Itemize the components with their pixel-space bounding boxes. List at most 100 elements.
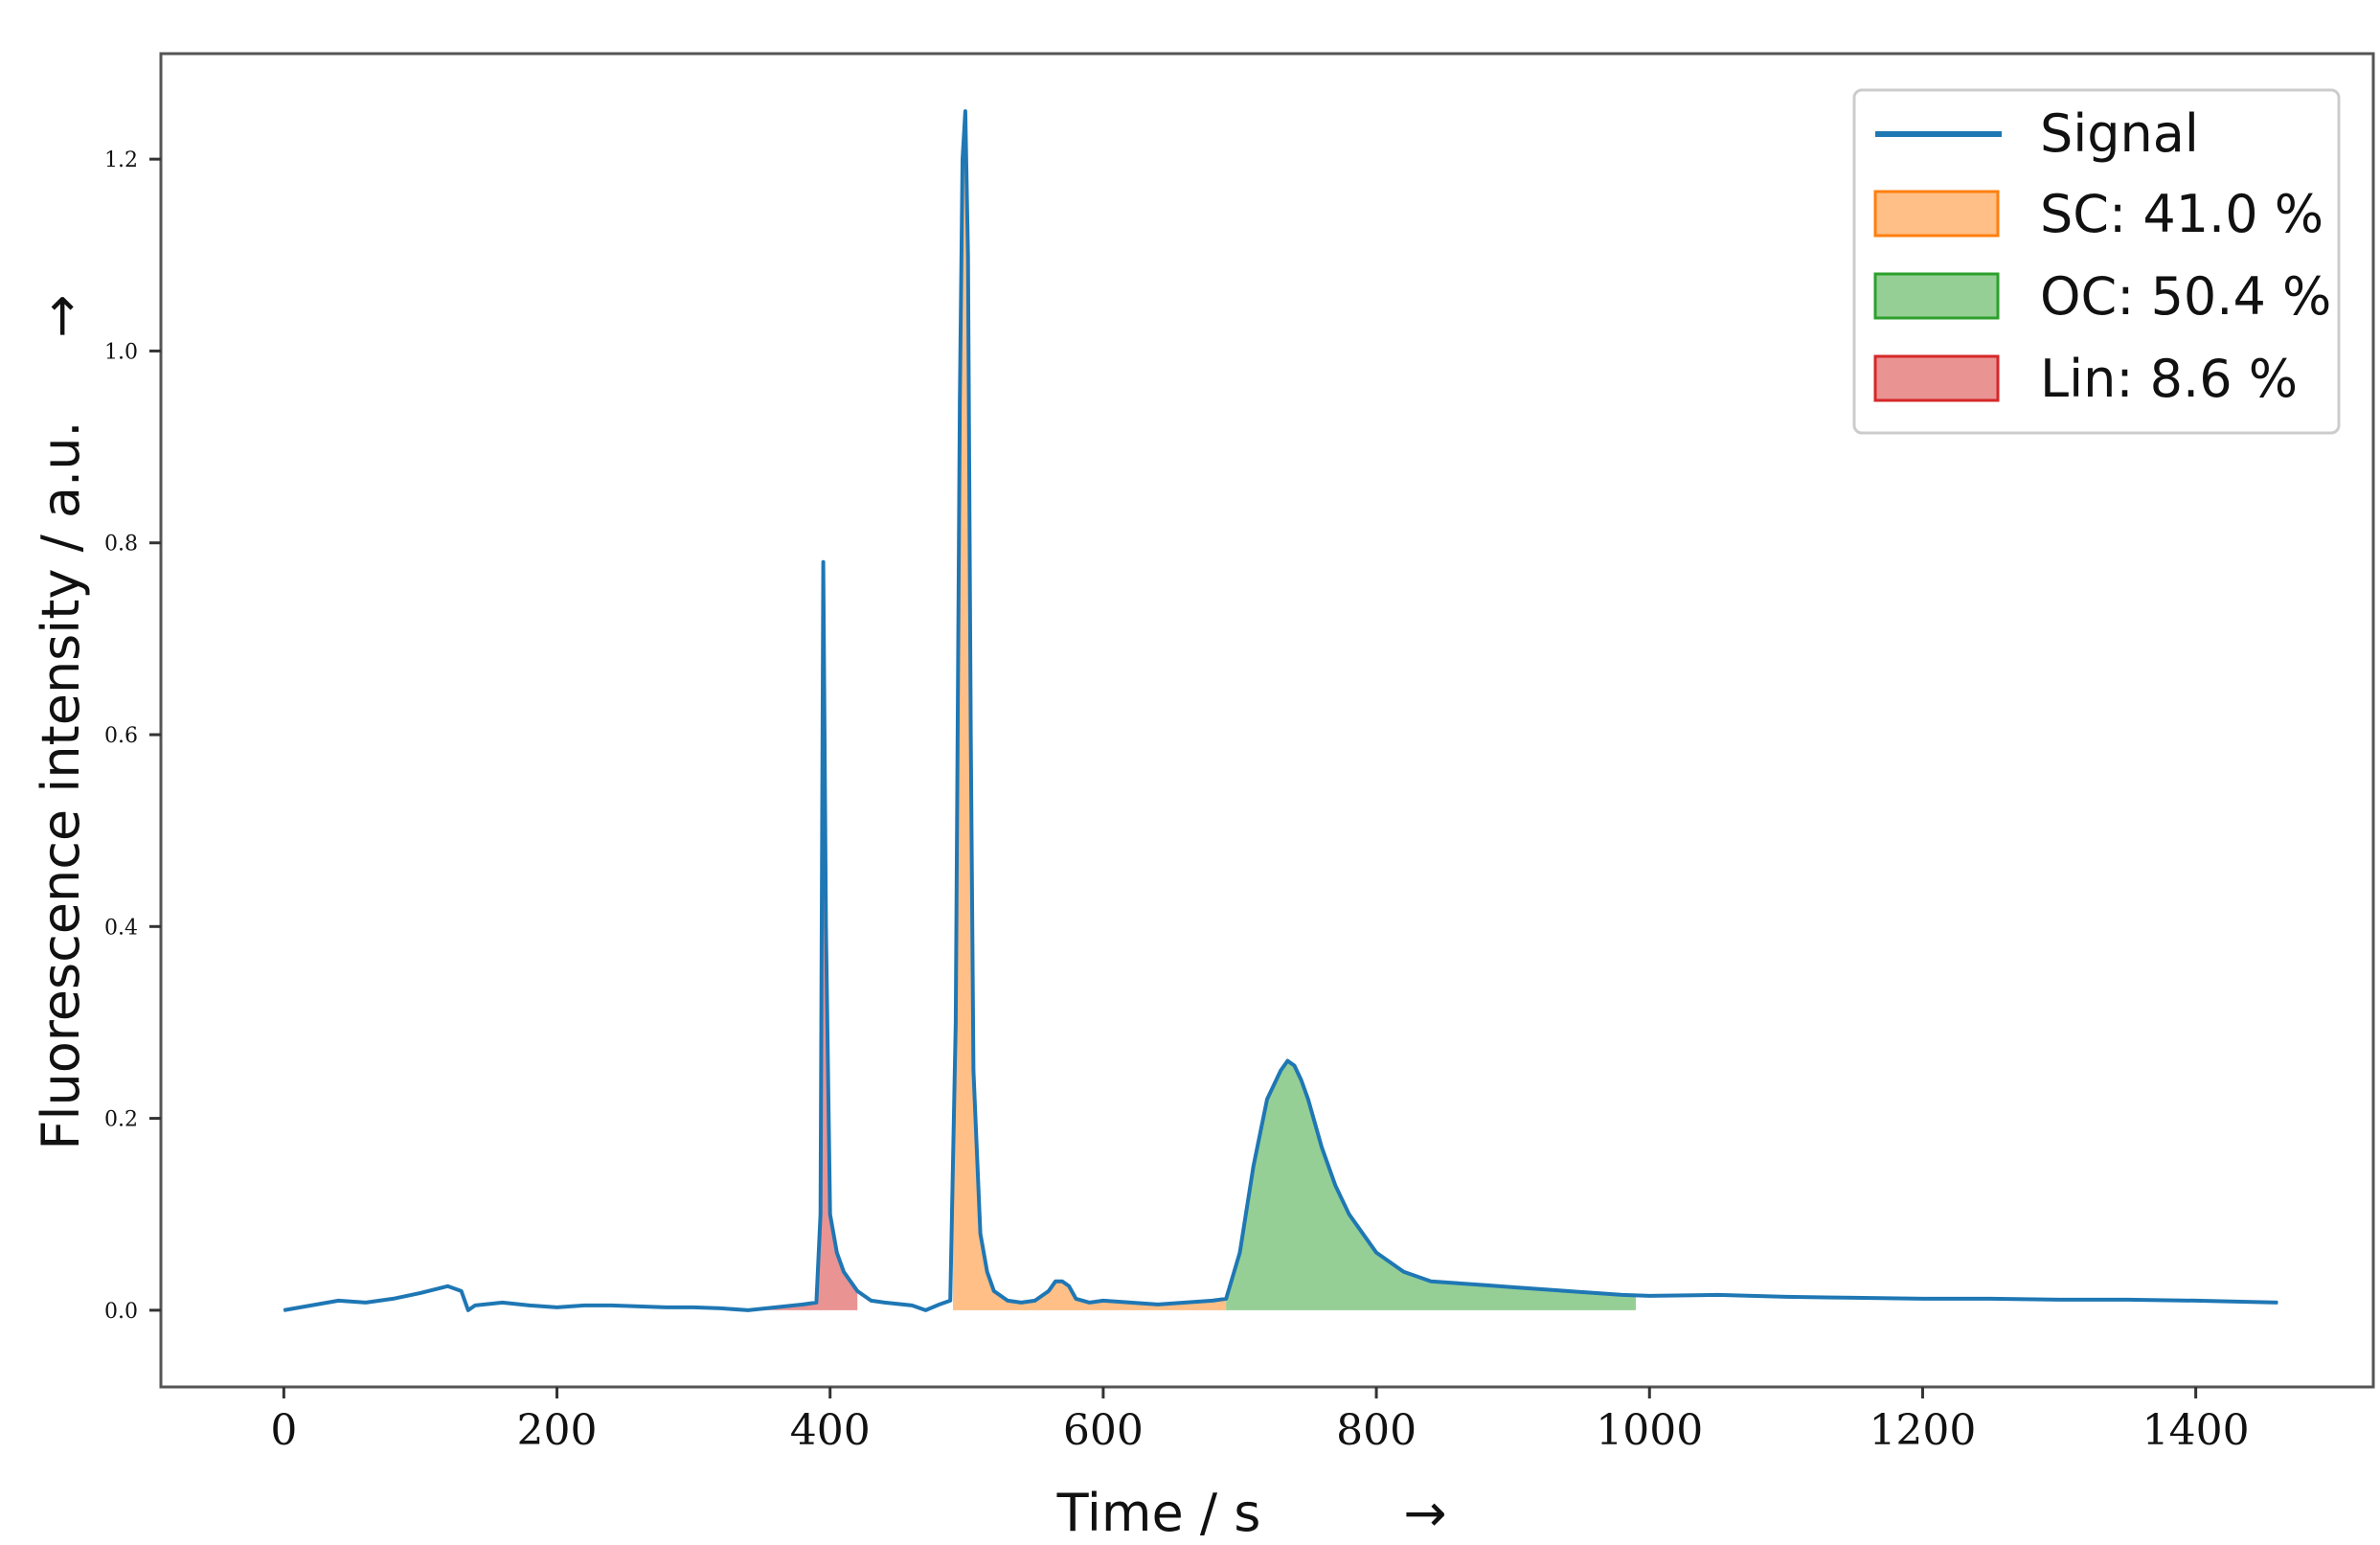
signal-point bbox=[820, 1214, 822, 1216]
legend-sc-swatch bbox=[1873, 190, 2000, 238]
region-fills bbox=[761, 111, 1636, 1310]
signal-point bbox=[993, 1290, 995, 1292]
signal-point bbox=[829, 1214, 831, 1216]
signal-point bbox=[972, 1069, 975, 1072]
legend-lin-swatch bbox=[1873, 354, 2000, 402]
signal-point bbox=[884, 1302, 886, 1304]
signal-point bbox=[2195, 1300, 2197, 1302]
signal-point bbox=[1102, 1300, 1104, 1302]
signal-point bbox=[720, 1307, 722, 1309]
signal-point bbox=[836, 1252, 838, 1254]
signal-point bbox=[1286, 1059, 1288, 1062]
legend-box bbox=[1852, 88, 2341, 435]
signal-point bbox=[1594, 1292, 1596, 1294]
signal-point bbox=[1075, 1298, 1077, 1300]
signal-point bbox=[939, 1304, 941, 1306]
x-tick-label: 1000 bbox=[1596, 1406, 1703, 1455]
signal-point bbox=[310, 1305, 312, 1306]
signal-point bbox=[611, 1305, 613, 1306]
signal-point bbox=[1921, 1298, 1923, 1300]
signal-point bbox=[583, 1305, 585, 1306]
signal-point bbox=[1990, 1298, 1992, 1300]
legend-signal-label: Signal bbox=[2040, 103, 2199, 164]
signal-point bbox=[802, 1304, 804, 1306]
signal-point bbox=[692, 1306, 694, 1308]
y-axis-ticks: 0.0 0.2 0.4 0.6 0.8 1.0 1.2 bbox=[104, 148, 161, 1324]
signal-point bbox=[1621, 1294, 1623, 1296]
signal-point bbox=[1375, 1252, 1377, 1254]
y-tick-label: 1.2 bbox=[104, 148, 138, 172]
signal-point bbox=[1307, 1099, 1309, 1101]
x-tick-label: 800 bbox=[1336, 1406, 1417, 1455]
x-tick-label: 1200 bbox=[1869, 1406, 1976, 1455]
signal-point bbox=[1717, 1294, 1719, 1296]
signal-point bbox=[467, 1309, 469, 1311]
signal-layer bbox=[283, 109, 2278, 1312]
signal-point bbox=[1238, 1252, 1241, 1254]
signal-point bbox=[815, 1302, 818, 1304]
signal-point bbox=[365, 1302, 367, 1304]
signal-point bbox=[1458, 1283, 1460, 1284]
signal-point bbox=[1212, 1300, 1213, 1302]
signal-point bbox=[555, 1306, 558, 1308]
signal-point bbox=[1301, 1079, 1303, 1081]
signal-point bbox=[1334, 1185, 1336, 1187]
signal-point bbox=[924, 1309, 927, 1311]
legend: Signal SC: 41.0 % OC: 50.4 % Lin: 8.6 % bbox=[1852, 88, 2341, 435]
signal-point bbox=[1403, 1271, 1405, 1273]
legend-oc-label: OC: 50.4 % bbox=[2040, 266, 2331, 327]
signal-point bbox=[1129, 1302, 1131, 1304]
x-axis-label: Time / s bbox=[1056, 1483, 1261, 1543]
plot-frame bbox=[159, 52, 2375, 1389]
signal-point bbox=[986, 1271, 988, 1273]
signal-point bbox=[1225, 1298, 1227, 1300]
signal-point bbox=[962, 158, 963, 160]
signal-point bbox=[970, 734, 972, 736]
region-fill-0 bbox=[953, 111, 1227, 1310]
signal-point bbox=[1054, 1281, 1056, 1283]
signal-point bbox=[1648, 1295, 1650, 1297]
signal-point bbox=[1184, 1302, 1186, 1304]
signal-point bbox=[949, 1300, 951, 1302]
signal-point bbox=[2126, 1299, 2128, 1301]
signal-point bbox=[1157, 1304, 1159, 1306]
signal-point bbox=[955, 1021, 957, 1024]
signal-point bbox=[419, 1292, 421, 1294]
signal-point bbox=[1048, 1290, 1050, 1292]
signal-point bbox=[1034, 1300, 1036, 1302]
region-fill-2 bbox=[761, 561, 858, 1310]
signal-point bbox=[1253, 1166, 1255, 1168]
x-tick-label: 400 bbox=[790, 1406, 871, 1455]
signal-point bbox=[529, 1305, 531, 1306]
signal-point bbox=[1785, 1296, 1787, 1298]
y-axis-arrow: → bbox=[31, 294, 91, 337]
signal-point bbox=[1061, 1281, 1063, 1283]
signal-point bbox=[461, 1290, 463, 1292]
signal-point bbox=[1485, 1284, 1486, 1286]
signal-point bbox=[501, 1302, 504, 1304]
signal-point bbox=[1068, 1285, 1070, 1287]
legend-oc-swatch bbox=[1873, 272, 2000, 320]
y-tick-label: 0.2 bbox=[104, 1108, 138, 1132]
x-tick-label: 600 bbox=[1063, 1406, 1144, 1455]
signal-point bbox=[1020, 1302, 1022, 1304]
signal-point bbox=[843, 1271, 845, 1273]
signal-point bbox=[823, 561, 825, 563]
signal-point bbox=[911, 1305, 913, 1306]
x-axis-ticks: 0 200 400 600 800 1000 1200 1400 bbox=[270, 1387, 2250, 1455]
signal-point bbox=[980, 1233, 982, 1235]
x-axis-arrow: → bbox=[1403, 1483, 1446, 1543]
signal-point bbox=[337, 1300, 339, 1302]
signal-point bbox=[2058, 1299, 2060, 1301]
x-tick-label: 1400 bbox=[2142, 1406, 2250, 1455]
signal-line bbox=[283, 109, 2278, 1312]
signal-point bbox=[283, 1309, 284, 1311]
signal-point bbox=[1007, 1300, 1009, 1302]
region-fill-1 bbox=[1226, 1060, 1636, 1310]
signal-point bbox=[1539, 1288, 1541, 1290]
signal-point bbox=[1089, 1302, 1091, 1304]
x-tick-label: 0 bbox=[270, 1406, 297, 1455]
signal-point bbox=[959, 398, 961, 400]
y-axis-label: Fluorescence intensity / a.u. bbox=[31, 420, 91, 1149]
